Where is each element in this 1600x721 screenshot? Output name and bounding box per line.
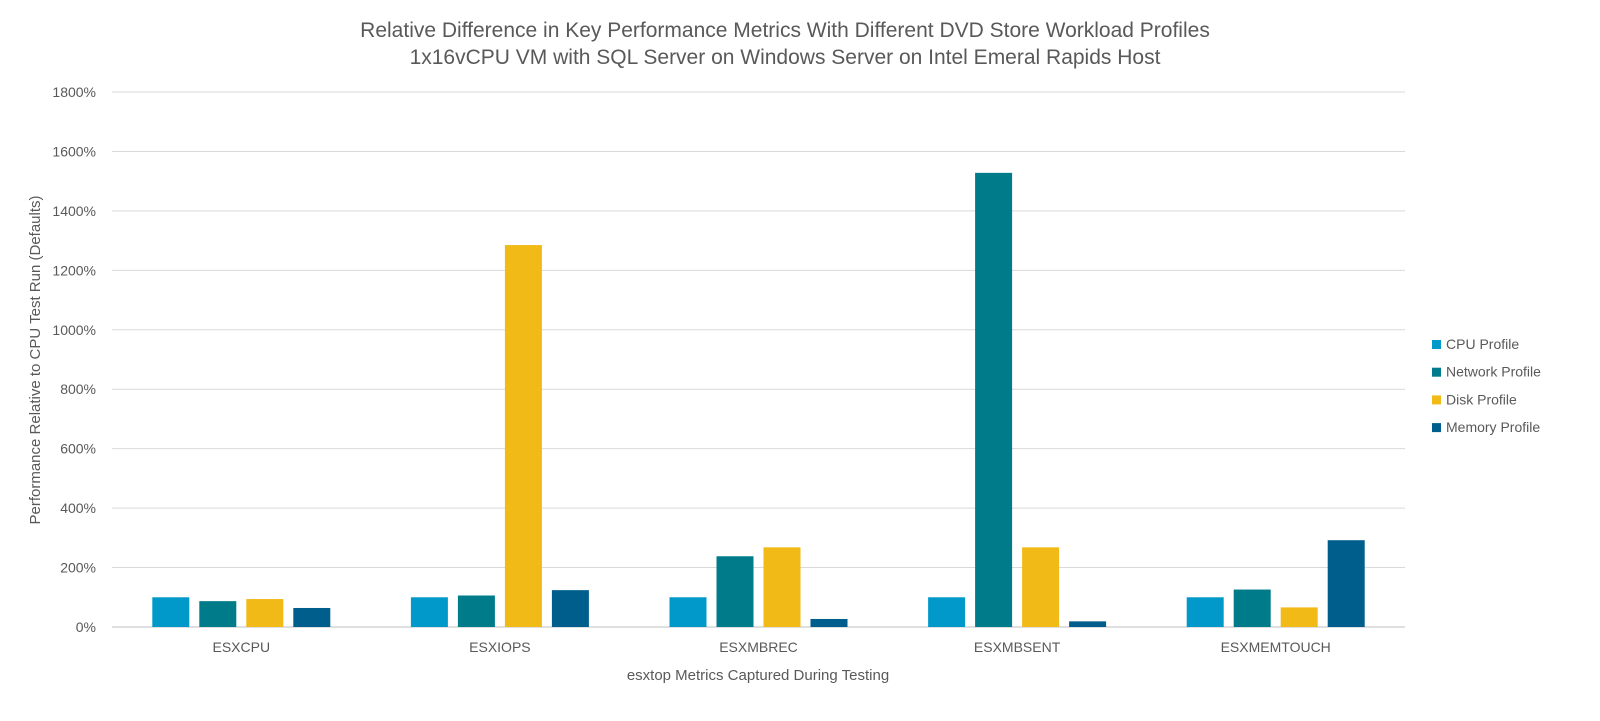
x-tick-label: ESXMBSENT: [974, 639, 1061, 655]
x-axis-label: esxtop Metrics Captured During Testing: [627, 667, 889, 684]
legend: CPU Profile Network Profile Disk Profile Me…: [1432, 336, 1541, 435]
bar-esxmbsent-memory-profile: [1069, 621, 1107, 627]
bar-esxmemtouch-network-profile: [1233, 589, 1271, 627]
y-tick-label: 1200%: [52, 262, 96, 278]
bar-esxmemtouch-disk-profile: [1280, 607, 1318, 627]
bar-esxcpu-cpu-profile: [152, 597, 190, 627]
bar-esxmemtouch-cpu-profile: [1186, 597, 1224, 627]
bar-esxmbsent-network-profile: [975, 172, 1013, 627]
legend-swatch: [1432, 340, 1441, 349]
bar-esxcpu-network-profile: [199, 601, 237, 627]
x-tick-label: ESXMEMTOUCH: [1221, 639, 1331, 655]
y-tick-label: 1600%: [52, 143, 96, 159]
y-tick-label: 600%: [60, 441, 96, 457]
legend-swatch: [1432, 395, 1441, 405]
x-tick-label: ESXMBREC: [719, 639, 798, 655]
y-tick-label: 400%: [60, 500, 96, 516]
bar-esxmemtouch-memory-profile: [1327, 540, 1365, 627]
bar-esxiops-network-profile: [457, 595, 495, 627]
bar-esxcpu-disk-profile: [246, 599, 284, 627]
y-tick-label: 200%: [60, 560, 96, 576]
chart-title: Relative Difference in Key Performance M…: [360, 19, 1210, 42]
y-tick-label: 800%: [60, 381, 96, 397]
bar-esxmbrec-network-profile: [716, 556, 754, 627]
bar-esxmbsent-disk-profile: [1022, 547, 1060, 627]
legend-label: Disk Profile: [1446, 391, 1517, 407]
bar-esxiops-cpu-profile: [410, 597, 448, 627]
y-tick-label: 1000%: [52, 322, 96, 338]
x-tick-label: ESXIOPS: [469, 639, 530, 655]
bar-esxmbrec-disk-profile: [763, 547, 801, 627]
legend-swatch: [1432, 423, 1441, 433]
bar-esxiops-disk-profile: [504, 245, 542, 627]
bar-esxmbrec-memory-profile: [810, 618, 848, 627]
y-tick-label: 1400%: [52, 203, 96, 219]
y-tick-label: 1800%: [52, 84, 96, 100]
chart-subtitle: 1x16vCPU VM with SQL Server on Windows S…: [410, 46, 1161, 69]
legend-label: Memory Profile: [1446, 419, 1540, 435]
bar-esxiops-memory-profile: [551, 590, 589, 627]
legend-label: CPU Profile: [1446, 336, 1519, 352]
bar-esxmbsent-cpu-profile: [928, 597, 966, 627]
y-tick-label: 0%: [76, 619, 96, 635]
x-tick-label: ESXCPU: [213, 639, 271, 655]
bar-esxcpu-memory-profile: [293, 607, 331, 627]
legend-label: Network Profile: [1446, 364, 1541, 380]
y-axis-label: Performance Relative to CPU Test Run (De…: [27, 195, 44, 524]
legend-swatch: [1432, 367, 1441, 377]
bar-esxmbrec-cpu-profile: [669, 597, 707, 627]
